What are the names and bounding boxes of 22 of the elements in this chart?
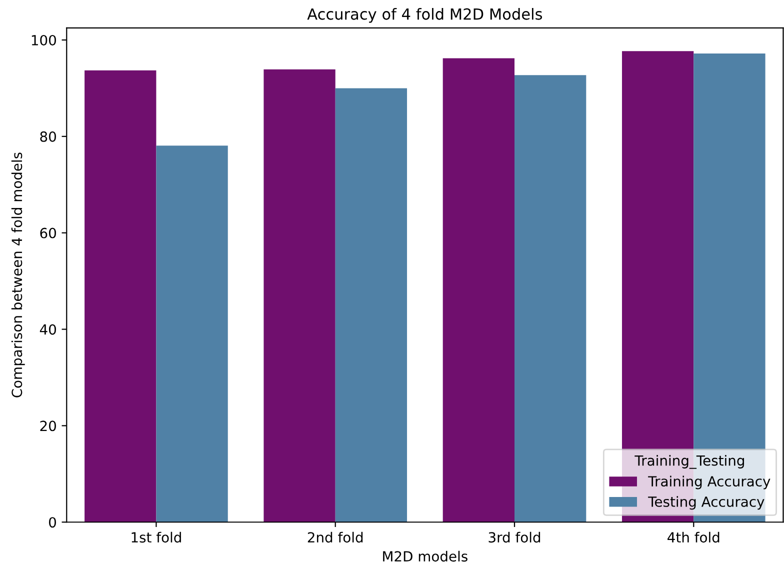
legend-label: Testing Accuracy [648,496,764,510]
legend-label: Training Accuracy [648,476,770,490]
bar [84,70,156,522]
x-tick-label: 1st fold [132,532,181,543]
y-tick-label: 100 [32,34,56,46]
x-axis-title: M2D models [383,550,468,562]
bar [264,69,336,522]
bar [335,88,408,522]
y-axis-title: Comparison between 4 fold models [11,152,25,398]
y-tick-label: 80 [40,131,56,142]
legend-title: Training_Testing [634,455,744,469]
bar [442,58,514,522]
bar [514,75,586,522]
y-tick-label: 20 [40,420,56,432]
y-tick-label: 40 [40,324,56,335]
x-tick-label: 3rd fold [488,532,540,543]
bar [156,146,228,522]
y-tick-label: 0 [48,517,56,528]
chart-title: Accuracy of 4 fold M2D Models [307,8,542,23]
x-tick-label: 2nd fold [308,532,363,543]
y-tick-label: 60 [40,228,56,238]
x-tick-label: 4th fold [668,532,720,543]
